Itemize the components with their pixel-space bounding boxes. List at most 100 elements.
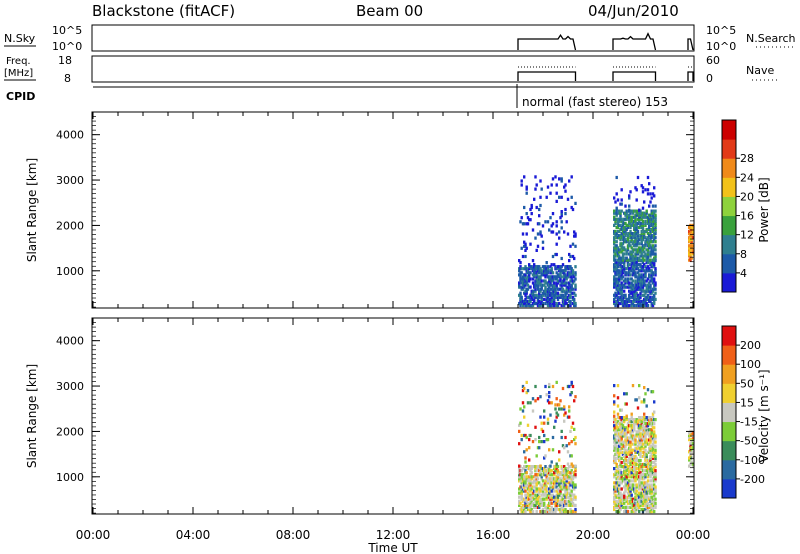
heatmap-cell <box>563 487 566 491</box>
heatmap-cell <box>623 261 626 265</box>
heatmap-cell <box>553 283 556 287</box>
heatmap-cell <box>553 287 556 291</box>
heatmap-cell <box>636 440 640 444</box>
x-tick-label: 12:00 <box>376 528 411 542</box>
heatmap-cell <box>653 301 656 306</box>
heatmap-cell <box>524 479 527 483</box>
heatmap-cell <box>645 497 648 501</box>
heatmap-cell <box>533 267 536 271</box>
heatmap-cell <box>561 497 565 501</box>
heatmap-cell <box>534 503 537 507</box>
heatmap-cell <box>559 491 562 495</box>
heatmap-cell <box>566 462 570 466</box>
heatmap-cell <box>556 471 560 475</box>
heatmap-cell <box>648 244 651 248</box>
heatmap-cell <box>524 265 527 269</box>
heatmap-cell <box>538 277 541 281</box>
heatmap-cell <box>615 273 618 277</box>
heatmap-cell <box>620 188 623 192</box>
heatmap-cell <box>526 495 530 499</box>
heatmap-cell <box>530 475 533 479</box>
heatmap-cell <box>635 252 638 256</box>
heatmap-cell <box>650 297 653 301</box>
heatmap-cell <box>550 269 553 273</box>
heatmap-cell <box>649 287 652 291</box>
heatmap-cell <box>633 261 636 265</box>
heatmap-cell <box>620 227 623 232</box>
heatmap-cell <box>551 279 555 283</box>
heatmap-cell <box>565 444 568 448</box>
heatmap-cell <box>638 430 641 434</box>
heatmap-cell <box>633 436 636 440</box>
heatmap-cell <box>543 501 546 505</box>
heatmap-cell <box>623 269 626 273</box>
heatmap-cell <box>531 491 535 495</box>
heatmap-cell <box>533 505 536 509</box>
heatmap-cell <box>531 440 535 444</box>
heatmap-cell <box>533 465 536 469</box>
heatmap-cell <box>649 416 652 420</box>
heatmap-cell <box>549 464 552 468</box>
heatmap-cell <box>646 507 650 512</box>
heatmap-cell <box>561 507 565 512</box>
heatmap-cell <box>555 467 558 471</box>
heatmap-cell <box>640 267 643 271</box>
nave-label: Nave <box>746 64 774 77</box>
nsky-panel: N.Sky 10^5 10^0 10^5 10^0 N.Search <box>4 24 796 53</box>
heatmap-cell <box>565 509 568 514</box>
heatmap-cell <box>528 275 531 279</box>
heatmap-cell <box>640 265 643 269</box>
heatmap-cell <box>635 489 638 493</box>
heatmap-cell <box>539 471 542 475</box>
heatmap-cell <box>634 487 637 491</box>
heatmap-cell <box>568 281 571 285</box>
heatmap-cell <box>620 217 623 221</box>
colorbar-tick-label: 200 <box>740 339 761 352</box>
heatmap-cell <box>565 285 568 289</box>
heatmap-cell <box>613 293 616 297</box>
heatmap-cell <box>619 211 622 215</box>
heatmap-cell <box>633 209 636 213</box>
heatmap-cell <box>559 267 562 271</box>
heatmap-cell <box>689 454 692 458</box>
heatmap-cell <box>533 301 536 306</box>
heatmap-cell <box>538 222 541 226</box>
heatmap-cell <box>613 215 616 219</box>
heatmap-cell <box>518 281 521 285</box>
heatmap-cell <box>620 283 623 287</box>
heatmap-cell <box>558 287 561 291</box>
heatmap-cell <box>653 452 656 456</box>
heatmap-cell <box>629 225 632 230</box>
heatmap-cell <box>530 295 533 299</box>
heatmap-cell <box>623 450 626 454</box>
heatmap-cell <box>558 501 561 505</box>
colorbar-frame <box>721 325 737 499</box>
heatmap-cell <box>538 281 541 285</box>
heatmap-cell <box>653 252 656 256</box>
heatmap-cell <box>639 293 642 297</box>
heatmap-cell <box>548 382 551 387</box>
heatmap-cell <box>640 213 643 217</box>
heatmap-cell <box>538 487 541 491</box>
heatmap-cell <box>638 446 641 450</box>
heatmap-cell <box>534 175 537 179</box>
heatmap-cell <box>649 295 652 299</box>
heatmap-cell <box>644 475 647 479</box>
heatmap-cell <box>618 291 621 295</box>
heatmap-cell <box>533 265 536 269</box>
heatmap-cell <box>623 263 626 267</box>
heatmap-cell <box>628 479 631 483</box>
heatmap-cell <box>688 244 691 248</box>
heatmap-cell <box>623 293 626 297</box>
heatmap-cell <box>551 291 555 295</box>
heatmap-cell <box>624 481 627 485</box>
colorbar-tick-label: 28 <box>740 152 754 165</box>
heatmap-cell <box>648 458 651 463</box>
heatmap-cell <box>633 225 636 230</box>
heatmap-cell <box>546 185 550 189</box>
heatmap-cell <box>544 287 547 291</box>
velocity-colorbar-label: Velocity [m s⁻¹] <box>757 369 771 462</box>
heatmap-cell <box>521 287 525 291</box>
heatmap-cell <box>563 281 566 285</box>
heatmap-cell <box>574 495 577 499</box>
